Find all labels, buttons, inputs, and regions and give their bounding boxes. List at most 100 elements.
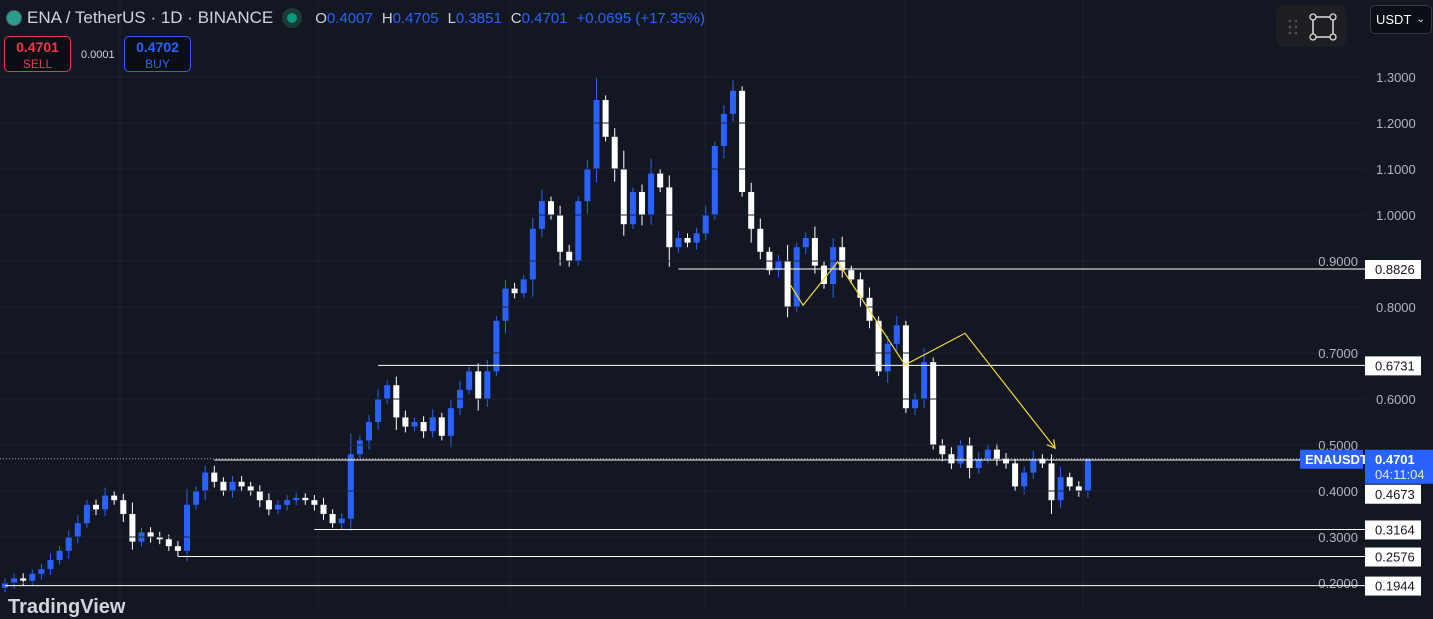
currency-select[interactable]: USDT ⌄ [1370,5,1432,34]
ohlc-open: O0.4007 [315,9,373,27]
candle-body [502,288,509,321]
y-tick-label: 0.7000 [1318,346,1358,361]
candle-body [711,146,718,215]
candle-body [675,238,682,248]
candle-body [939,445,946,455]
candle-body [566,251,573,261]
y-tick-label: 1.1000 [1376,162,1416,177]
candle-body [293,497,300,501]
y-tick-label: 1.3000 [1376,70,1416,85]
last-price-label: 0.4701 [1375,452,1415,467]
candle-body [202,472,209,491]
candle-body [329,514,336,524]
candle-body [702,215,709,234]
candle-body [739,90,746,192]
level-price-label: 0.1944 [1375,579,1415,594]
candle-body [265,500,272,510]
candle-body [311,500,318,505]
last-price-tag [1365,449,1433,484]
candle-body [366,422,372,441]
candle-body [993,449,1000,459]
candle-body [20,578,27,581]
symbol-logo-icon [6,10,22,26]
symbol-tag [1300,449,1363,469]
candle-body [156,537,163,540]
candle-body [384,385,391,399]
buy-button[interactable]: 0.4702 BUY [124,36,191,72]
candle-body [730,90,736,114]
candle-body [11,578,18,583]
level-price-tag [1365,547,1421,567]
candle-body [584,169,591,202]
candle-body [229,481,236,491]
candle-body [47,560,54,570]
candle-body [611,136,618,169]
candle-body [120,500,127,514]
candle-body [684,238,691,243]
candle-body [302,497,309,501]
candle-body [866,297,873,321]
candle-body [593,100,600,169]
sell-button[interactable]: 0.4701 SELL [4,36,71,72]
candle-body [602,100,609,137]
candle-body [875,320,882,372]
rectangle-tool-icon[interactable] [1276,5,1346,47]
candle-body [811,238,818,266]
candle-body [830,247,837,284]
candle-body [1057,477,1064,501]
candle-body [220,481,227,491]
candle-body [1030,458,1037,473]
candle-body [1075,486,1082,491]
tradingview-logo: TradingView [8,596,126,618]
y-tick-label: 0.8000 [1376,300,1416,315]
symbol-title[interactable]: ENA / TetherUS · 1D · BINANCE [27,8,274,27]
y-tick-label: 0.6000 [1376,392,1416,407]
candle-body [420,422,427,432]
candle-body [1021,472,1028,487]
level-price-label: 0.2576 [1375,550,1415,565]
candle-body [984,449,991,459]
candle-body [1048,463,1055,501]
candle-body [256,491,263,501]
candle-body [356,440,363,455]
candle-body [393,385,400,418]
candle-body [1066,477,1073,487]
candle-body [902,325,909,409]
level-price-tag [1365,260,1421,280]
candle-body [520,279,527,294]
level-price-tag [1365,520,1421,540]
candle-body [1039,458,1046,464]
candle-body [338,518,345,524]
candle-body [957,445,964,464]
candle-body [857,279,864,298]
y-tick-label: 0.4000 [1318,484,1358,499]
chevron-down-icon: ⌄ [1416,14,1425,25]
candle-body [275,504,281,510]
candle-body [447,408,454,436]
candle-body [347,454,354,519]
candle-body [893,325,900,344]
spread-value: 0.0001 [81,49,115,61]
candle-body [184,504,190,551]
candle-body [429,417,436,432]
ohlc-high: H0.4705 [381,9,439,27]
candle-body [748,192,755,229]
market-status-icon[interactable] [287,13,298,23]
candle-body [56,550,63,560]
chart-header: ENA / TetherUS · 1D · BINANCE O0.4007 H0… [6,8,705,28]
candle-body [129,514,136,542]
candle-body [402,417,409,427]
candle-body [529,228,536,280]
candle-body [775,261,782,271]
candle-body [757,228,764,252]
level-price-tag [1365,576,1421,596]
drawing-toolbar[interactable] [1276,5,1346,47]
level-price-label: 0.6731 [1375,358,1415,373]
candle-body [111,495,118,501]
candle-body [784,261,791,307]
candle-body [174,546,181,551]
candle-body [1003,458,1009,464]
candle-body [848,270,855,280]
level-price-label: 0.4673 [1375,487,1415,502]
